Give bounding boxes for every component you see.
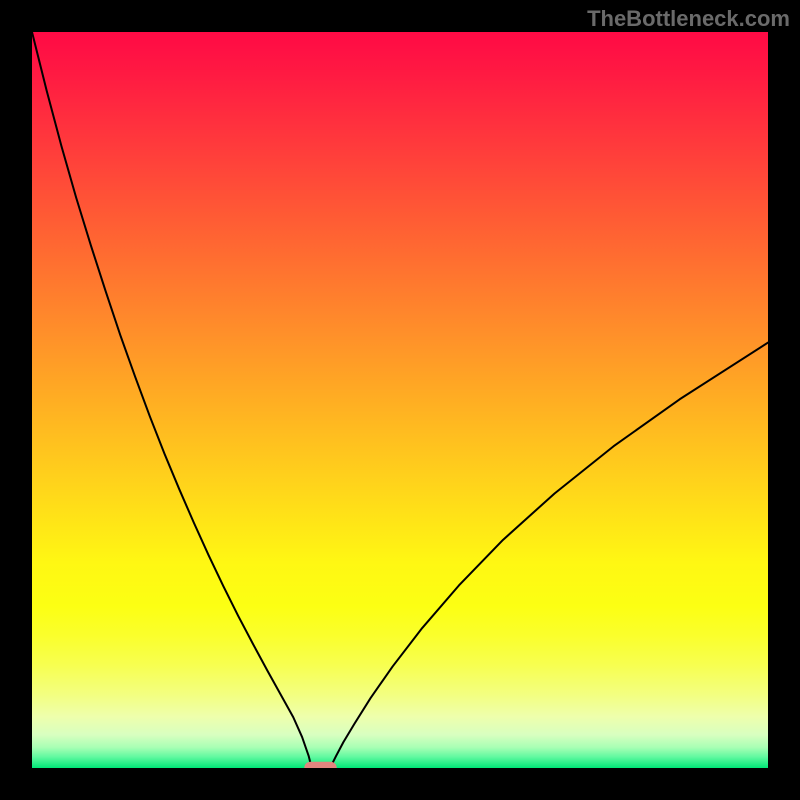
plot-svg — [32, 32, 768, 768]
optimal-marker — [304, 762, 336, 768]
watermark-text: TheBottleneck.com — [587, 6, 790, 32]
plot-area — [32, 32, 768, 768]
chart-container: TheBottleneck.com — [0, 0, 800, 800]
